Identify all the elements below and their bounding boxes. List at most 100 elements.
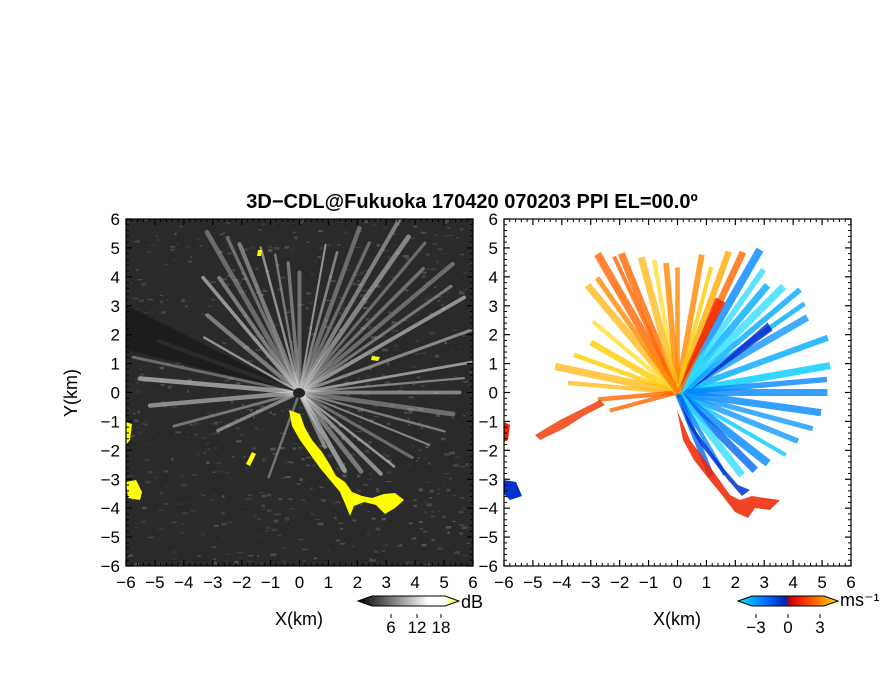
noise-speck	[212, 471, 216, 473]
noise-speck	[174, 232, 177, 235]
noise-speck	[425, 294, 432, 298]
noise-speck	[436, 488, 441, 491]
noise-speck	[390, 276, 395, 278]
noise-speck	[455, 550, 458, 552]
noise-speck	[291, 523, 294, 526]
noise-speck	[452, 329, 459, 331]
noise-speck	[429, 312, 433, 315]
noise-speck	[453, 555, 460, 557]
noise-speck	[226, 564, 230, 566]
noise-speck	[144, 219, 150, 221]
noise-speck	[450, 355, 454, 359]
noise-speck	[233, 437, 238, 440]
noise-speck	[342, 474, 347, 478]
reflectivity-ray	[131, 355, 301, 394]
noise-speck	[447, 531, 450, 535]
noise-speck	[466, 335, 471, 337]
noise-speck	[135, 240, 141, 243]
y-tick-label: 6	[111, 210, 120, 229]
noise-speck	[149, 311, 154, 313]
noise-speck	[148, 536, 154, 539]
noise-speck	[200, 493, 203, 496]
reflectivity-ray	[259, 246, 301, 394]
noise-speck	[136, 382, 139, 384]
noise-speck	[371, 559, 376, 562]
noise-speck	[282, 560, 286, 564]
noise-speck	[306, 292, 311, 295]
noise-speck	[452, 438, 456, 440]
noise-speck	[347, 541, 350, 545]
noise-speck	[364, 220, 369, 224]
noise-speck	[128, 282, 133, 284]
y-tick-label: −4	[479, 499, 498, 518]
noise-speck	[275, 513, 282, 516]
noise-speck	[202, 494, 206, 497]
reflectivity-ray	[297, 390, 414, 460]
noise-speck	[138, 266, 142, 268]
colorbar-tick-label: 3	[815, 618, 824, 637]
noise-speck	[338, 522, 343, 525]
noise-speck	[281, 477, 285, 479]
noise-speck	[170, 453, 174, 456]
noise-speck	[456, 236, 459, 239]
noise-speck	[266, 509, 272, 512]
noise-speck	[232, 268, 236, 272]
noise-speck	[134, 526, 137, 528]
noise-speck	[394, 344, 399, 347]
noise-speck	[301, 458, 305, 461]
noise-speck	[279, 432, 286, 435]
noise-speck	[137, 449, 142, 451]
right-colorbar: −3 0 3 ms⁻¹	[736, 590, 880, 637]
noise-speck	[140, 520, 147, 523]
noise-speck	[419, 520, 423, 524]
noise-speck	[213, 561, 217, 565]
noise-speck	[375, 527, 381, 531]
noise-speck	[366, 383, 370, 387]
noise-speck	[387, 255, 391, 259]
noise-speck	[392, 467, 395, 469]
noise-speck	[187, 379, 193, 382]
noise-speck	[415, 460, 419, 462]
noise-speck	[147, 298, 154, 301]
noise-speck	[319, 247, 323, 249]
noise-speck	[366, 530, 370, 534]
noise-speck	[336, 539, 340, 542]
noise-speck	[266, 493, 272, 497]
noise-speck	[251, 446, 255, 449]
noise-speck	[194, 433, 197, 436]
noise-speck	[416, 376, 421, 378]
noise-speck	[446, 499, 451, 503]
noise-speck	[368, 440, 372, 443]
noise-speck	[462, 415, 466, 417]
x-tick-label: 1	[702, 573, 711, 592]
y-tick-label: 1	[111, 355, 120, 374]
colorbar-tick-label: 6	[386, 618, 395, 637]
noise-speck	[319, 486, 324, 489]
echo-region-small-3	[257, 250, 262, 256]
colorbar-tick-label: 0	[783, 618, 792, 637]
noise-speck	[236, 440, 242, 443]
noise-speck	[301, 481, 307, 483]
noise-speck	[337, 244, 341, 246]
noise-speck	[333, 564, 339, 566]
noise-speck	[443, 234, 449, 238]
noise-speck	[303, 501, 309, 504]
noise-speck	[357, 474, 361, 478]
noise-speck	[454, 551, 461, 555]
y-tick-label: 5	[111, 239, 120, 258]
noise-speck	[249, 408, 253, 412]
noise-speck	[188, 294, 192, 298]
noise-speck	[458, 291, 465, 295]
y-tick-label: −3	[101, 470, 120, 489]
noise-speck	[226, 283, 230, 286]
noise-speck	[445, 219, 451, 222]
velocity-ray	[609, 390, 679, 413]
noise-speck	[436, 493, 440, 495]
noise-speck	[470, 262, 473, 266]
noise-speck	[227, 430, 233, 433]
noise-speck	[224, 559, 228, 563]
noise-speck	[266, 526, 270, 530]
echo-region-southeast	[289, 410, 404, 516]
noise-speck	[139, 373, 145, 376]
noise-speck	[132, 412, 136, 415]
